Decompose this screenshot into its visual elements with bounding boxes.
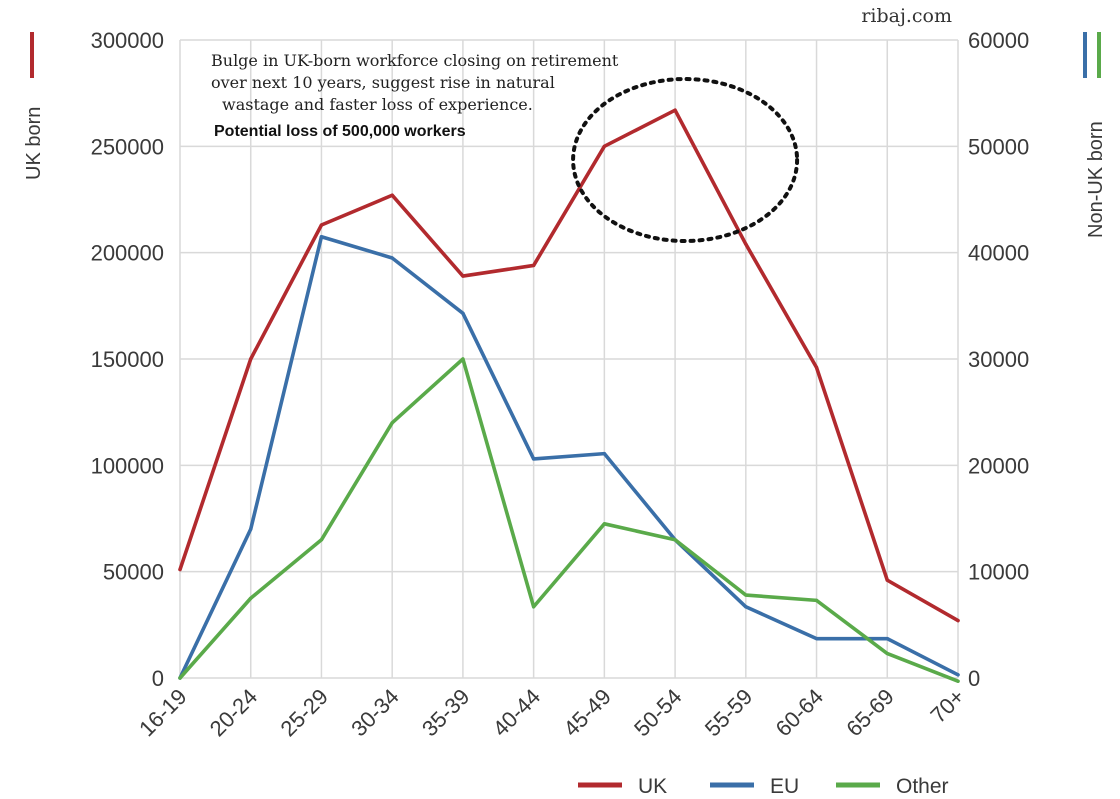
data-point-other (885, 651, 889, 656)
left-tick-label: 50000 (103, 560, 164, 585)
series-line-uk (178, 108, 960, 623)
x-tick-label: 20-24 (205, 684, 262, 741)
data-point-uk (602, 144, 606, 148)
data-point-eu (249, 527, 253, 531)
x-tick-label: 40-44 (488, 684, 545, 741)
annotation-line-1: Bulge in UK-born workforce closing on re… (211, 51, 619, 70)
data-point-eu (885, 637, 889, 641)
right-tick-label: 50000 (968, 134, 1029, 159)
right-tick-label: 60000 (968, 28, 1029, 53)
left-tick-label: 0 (152, 666, 164, 691)
data-point-eu (319, 235, 324, 239)
legend: UK EU Other (578, 775, 949, 798)
left-tick-label: 250000 (91, 134, 164, 159)
x-tick-label: 50-54 (629, 684, 686, 741)
legend-label-other: Other (896, 775, 949, 798)
data-point-other (319, 538, 324, 542)
data-point-other (532, 605, 536, 609)
data-point-other (602, 522, 606, 526)
data-point-uk (390, 193, 394, 197)
data-point-uk (956, 618, 960, 623)
left-tick-label: 300000 (91, 28, 164, 53)
right-tick-label: 10000 (968, 560, 1029, 585)
data-point-uk (814, 365, 819, 370)
data-point-other (956, 679, 960, 683)
left-axis-title: UK born (23, 107, 45, 180)
annotation: Bulge in UK-born workforce closing on re… (211, 51, 619, 140)
data-point-uk (885, 578, 889, 582)
x-tick-label: 16-19 (134, 684, 191, 741)
data-point-uk (249, 357, 253, 361)
left-tick-label: 100000 (91, 453, 164, 478)
x-tick-label: 60-64 (771, 684, 828, 741)
data-point-uk (673, 108, 677, 112)
x-tick-label: 70+ (925, 684, 969, 728)
x-tick-label: 35-39 (417, 684, 474, 741)
x-tick-label: 30-34 (346, 684, 403, 741)
data-point-other (744, 593, 748, 597)
right-tick-label: 0 (968, 666, 980, 691)
data-point-uk (461, 274, 465, 278)
data-point-other (249, 596, 253, 600)
highlight-ellipse (571, 77, 800, 243)
data-point-other (673, 538, 677, 542)
right-tick-label: 20000 (968, 453, 1029, 478)
left-axis: 0 50000 100000 150000 200000 250000 300000 (91, 28, 164, 691)
series-line-eu (178, 234, 960, 680)
x-axis: 16-19 20-24 25-29 30-34 35-39 40-44 45-49 50-54… (134, 684, 969, 741)
data-point-eu (532, 457, 536, 461)
right-tick-label: 40000 (968, 241, 1029, 266)
data-point-eu (461, 311, 465, 315)
data-point-uk (319, 223, 324, 227)
data-point-uk (532, 263, 536, 268)
x-tick-label: 45-49 (558, 684, 615, 741)
data-point-other (814, 598, 819, 602)
data-point-uk (178, 567, 182, 572)
data-point-other (390, 421, 394, 425)
right-axis-title: Non-UK born (1085, 121, 1107, 238)
data-point-eu (814, 637, 819, 641)
data-point-eu (956, 673, 960, 677)
grid (179, 39, 959, 679)
left-tick-label: 200000 (91, 241, 164, 266)
data-point-other (461, 357, 465, 361)
source-label: ribaj.com (861, 5, 952, 27)
data-point-eu (602, 452, 606, 456)
annotation-line-2: over next 10 years, suggest rise in natu… (211, 73, 555, 92)
data-point-eu (744, 605, 748, 609)
left-tick-label: 150000 (91, 347, 164, 372)
legend-label-eu: EU (770, 775, 799, 798)
data-point-uk (744, 242, 748, 246)
data-point-other (178, 676, 182, 680)
x-tick-label: 55-59 (700, 684, 757, 741)
annotation-emphasis: Potential loss of 500,000 workers (214, 123, 466, 140)
annotation-line-3: wastage and faster loss of experience. (222, 95, 533, 114)
series-line-other (178, 357, 960, 683)
data-point-eu (390, 256, 394, 260)
x-tick-label: 65-69 (841, 684, 898, 741)
legend-label-uk: UK (638, 775, 667, 798)
series-lines (178, 108, 960, 683)
right-tick-label: 30000 (968, 347, 1029, 372)
right-axis: 0 10000 20000 30000 40000 50000 60000 (968, 28, 1029, 691)
x-tick-label: 25-29 (276, 684, 333, 741)
